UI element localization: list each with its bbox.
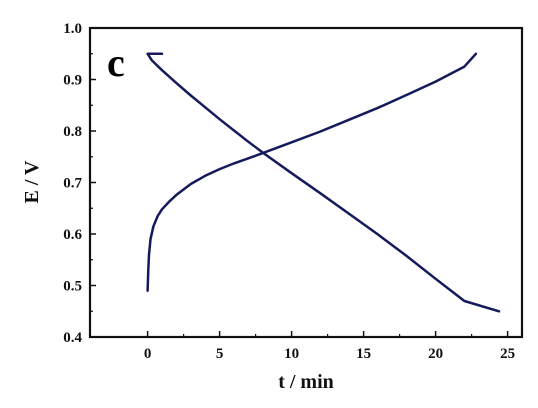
- x-axis-ticks: 0 5 10 15 20 25: [144, 331, 515, 362]
- y-tick-label: 0.6: [63, 227, 82, 243]
- y-tick-label: 0.7: [63, 176, 82, 192]
- y-tick-label: 1.0: [63, 21, 82, 37]
- y-axis-ticks: 0.4 0.5 0.6 0.7 0.8 0.9 1.0: [63, 21, 96, 346]
- x-tick-label: 5: [216, 346, 224, 362]
- series-layer: [146, 52, 501, 313]
- y-tick-label: 0.4: [63, 330, 82, 346]
- y-tick-label: 0.8: [63, 124, 82, 140]
- x-tick-label: 20: [428, 346, 443, 362]
- x-axis-title: t / min: [278, 371, 334, 393]
- series-line-1: [146, 52, 501, 313]
- series-line-2: [146, 52, 478, 292]
- x-tick-label: 0: [144, 346, 152, 362]
- y-tick-label: 0.5: [63, 279, 82, 295]
- x-tick-label: 10: [284, 346, 299, 362]
- x-tick-label: 15: [356, 346, 371, 362]
- y-tick-label: 0.9: [63, 73, 82, 89]
- x-tick-label: 25: [500, 346, 515, 362]
- y-axis-title: E / V: [21, 160, 43, 204]
- panel-label: c: [107, 40, 125, 85]
